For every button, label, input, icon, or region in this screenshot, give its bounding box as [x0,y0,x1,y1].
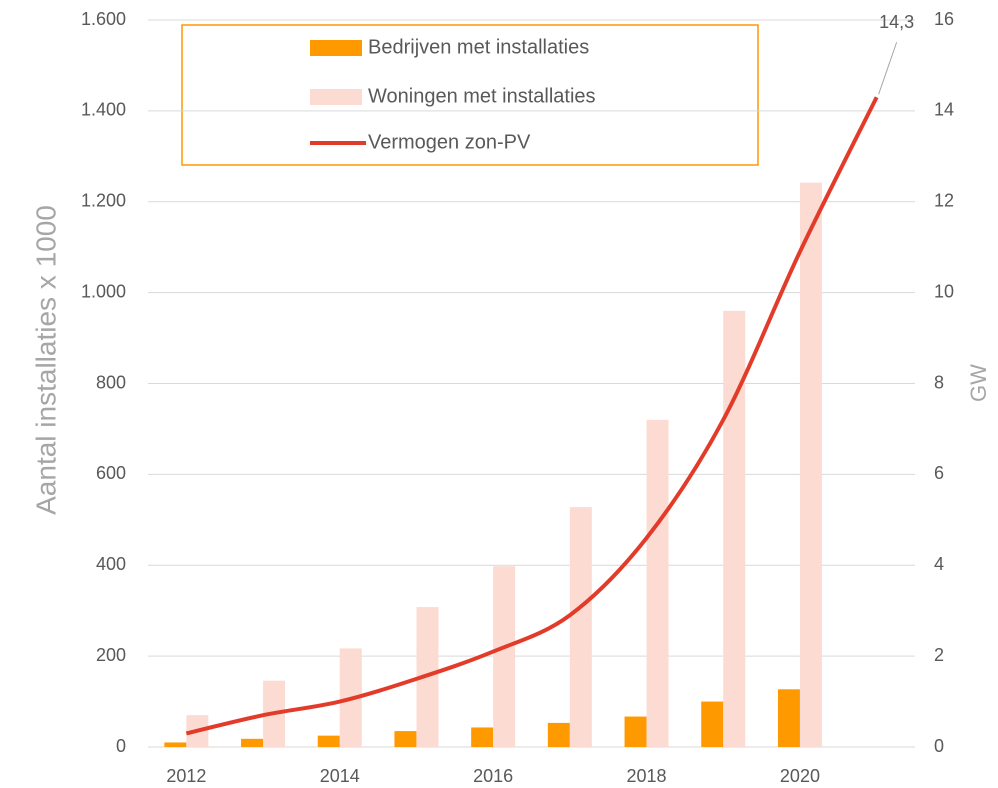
y-axis-label: Aantal installaties x 1000 [30,205,61,515]
y-tick-label: 0 [116,736,126,756]
legend-swatch [310,89,362,105]
y2-tick-label: 8 [934,372,944,392]
y2-tick-label: 4 [934,554,944,574]
y-tick-label: 600 [96,463,126,483]
y-tick-label: 1.600 [81,9,126,29]
bar [723,310,746,747]
y-tick-label: 400 [96,554,126,574]
y2-tick-label: 12 [934,191,954,211]
y2-tick-label: 10 [934,281,954,301]
legend-label: Woningen met installaties [368,85,596,107]
bar [471,727,494,747]
bar [547,722,570,747]
y2-axis-label: GW [966,364,991,402]
y-tick-label: 1.000 [81,281,126,301]
bar [493,566,516,747]
bar [394,731,417,747]
x-tick-label: 2012 [166,766,206,786]
y2-tick-label: 2 [934,645,944,665]
bar [164,742,187,747]
y2-tick-label: 6 [934,463,944,483]
x-tick-label: 2014 [320,766,360,786]
bar [569,507,592,747]
bar [777,689,800,747]
x-tick-label: 2018 [627,766,667,786]
bar [701,701,724,747]
legend-label: Vermogen zon-PV [368,131,531,153]
y2-tick-label: 16 [934,9,954,29]
bar [624,716,647,747]
x-tick-label: 2020 [780,766,820,786]
legend-swatch [310,40,362,56]
y-tick-label: 1.400 [81,100,126,120]
x-tick-label: 2016 [473,766,513,786]
bar [646,419,669,747]
bar [317,735,340,747]
leader-line [878,42,898,95]
y2-tick-label: 14 [934,100,954,120]
line [185,96,879,736]
data-label: 14,3 [879,12,914,32]
y-tick-label: 800 [96,372,126,392]
legend-label: Bedrijven met installaties [368,36,589,58]
bar [241,738,264,747]
y-tick-label: 200 [96,645,126,665]
y-tick-label: 1.200 [81,191,126,211]
bar [799,182,822,747]
legend-box [181,24,759,166]
y2-tick-label: 0 [934,736,944,756]
